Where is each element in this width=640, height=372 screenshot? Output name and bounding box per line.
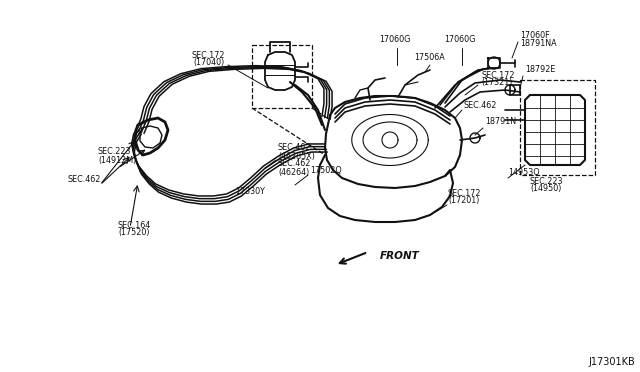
Text: (17520): (17520) <box>118 228 150 237</box>
Text: (14950): (14950) <box>530 185 561 193</box>
Text: 18791N: 18791N <box>485 118 516 126</box>
Text: SEC.172: SEC.172 <box>191 51 225 60</box>
Text: SEC.172: SEC.172 <box>481 71 515 80</box>
Text: SEC.462: SEC.462 <box>278 144 312 153</box>
Text: 17060F: 17060F <box>520 31 550 39</box>
Text: J17301KB: J17301KB <box>588 357 635 367</box>
Text: 18792E: 18792E <box>525 65 556 74</box>
Text: SEC.462: SEC.462 <box>278 160 312 169</box>
Text: 14953Q: 14953Q <box>508 167 540 176</box>
Text: 17330Y: 17330Y <box>235 187 265 196</box>
Text: (46264): (46264) <box>278 167 309 176</box>
Text: SEC.462: SEC.462 <box>463 100 497 109</box>
Text: (17040): (17040) <box>194 58 225 67</box>
Text: 17060G: 17060G <box>444 35 476 45</box>
Text: SEC.223: SEC.223 <box>98 148 131 157</box>
Text: FRONT: FRONT <box>380 251 420 261</box>
Text: SEC.172: SEC.172 <box>448 189 481 198</box>
Text: SEC.164: SEC.164 <box>118 221 151 230</box>
Text: (14912M): (14912M) <box>98 155 136 164</box>
Text: (17321): (17321) <box>481 78 513 87</box>
Text: 18791NA: 18791NA <box>520 38 557 48</box>
Text: 17060G: 17060G <box>380 35 411 45</box>
Text: 17506A: 17506A <box>415 52 445 61</box>
Text: (46285X): (46285X) <box>278 151 315 160</box>
Text: SEC.223: SEC.223 <box>530 177 563 186</box>
Text: 17502Q: 17502Q <box>310 166 342 174</box>
Text: SEC.462: SEC.462 <box>68 176 101 185</box>
Text: (17201): (17201) <box>448 196 479 205</box>
